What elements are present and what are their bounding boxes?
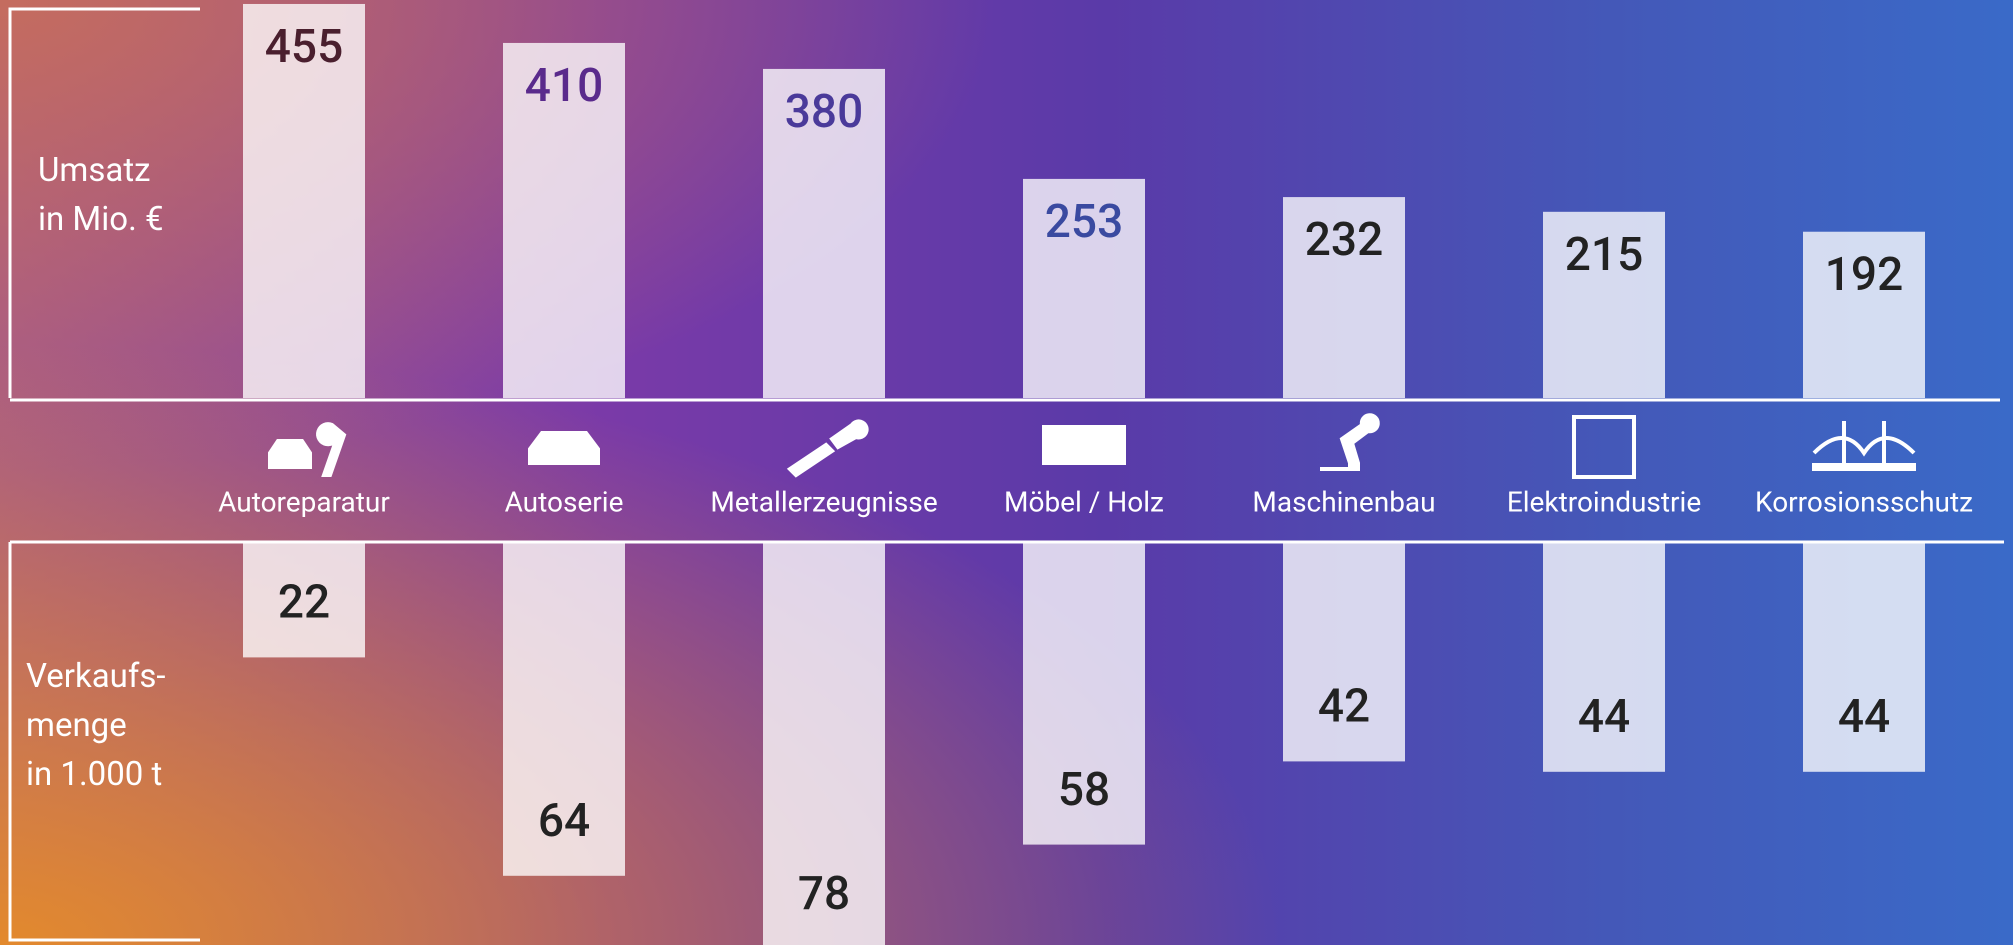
icon-shape: [270, 424, 344, 475]
chart: 455 22 Autoreparatur 410 64 Autoserie 380 78 Met…: [0, 0, 2013, 945]
icon-shape: [530, 433, 598, 463]
value-label: 64: [538, 794, 590, 848]
category-label: Autoreparatur: [218, 485, 390, 518]
category-icon: [1044, 427, 1124, 463]
value-label: 215: [1565, 228, 1643, 282]
category-label: Autoserie: [505, 485, 624, 518]
category-label: Möbel / Holz: [1004, 485, 1164, 518]
value-label: 455: [265, 20, 343, 74]
category-label: Elektroindustrie: [1507, 485, 1701, 518]
category-label: Korrosionsschutz: [1755, 485, 1973, 518]
value-label: 410: [525, 59, 603, 113]
value-label: 192: [1825, 248, 1903, 302]
category-icon: [1574, 417, 1634, 477]
series-label: Verkaufs- menge in 1.000 t: [26, 652, 165, 799]
category-label: Metallerzeugnisse: [710, 485, 937, 518]
value-label: 44: [1838, 690, 1890, 744]
category-icon: [1320, 415, 1378, 469]
icon-shape: [1574, 417, 1634, 477]
value-label: 58: [1058, 763, 1110, 817]
category-icon: [270, 424, 344, 475]
icon-shape: [1044, 427, 1124, 463]
category-label: Maschinenbau: [1252, 485, 1435, 518]
icon-shape: [1320, 415, 1378, 469]
icon-shape: [790, 421, 867, 475]
value-label: 42: [1318, 680, 1370, 734]
icon-shape: [1814, 421, 1914, 469]
value-label: 232: [1305, 213, 1383, 267]
value-label: 22: [278, 576, 330, 630]
category-icon: [530, 433, 598, 463]
value-label: 78: [798, 867, 850, 921]
category-icon: [1814, 421, 1914, 469]
value-label: 44: [1578, 690, 1630, 744]
value-label: 253: [1045, 195, 1123, 249]
category-icon: [790, 421, 867, 475]
infographic: 455 22 Autoreparatur 410 64 Autoserie 380 78 Met…: [0, 0, 2013, 945]
series-label: Umsatz in Mio. €: [38, 146, 164, 244]
value-label: 380: [785, 85, 863, 139]
